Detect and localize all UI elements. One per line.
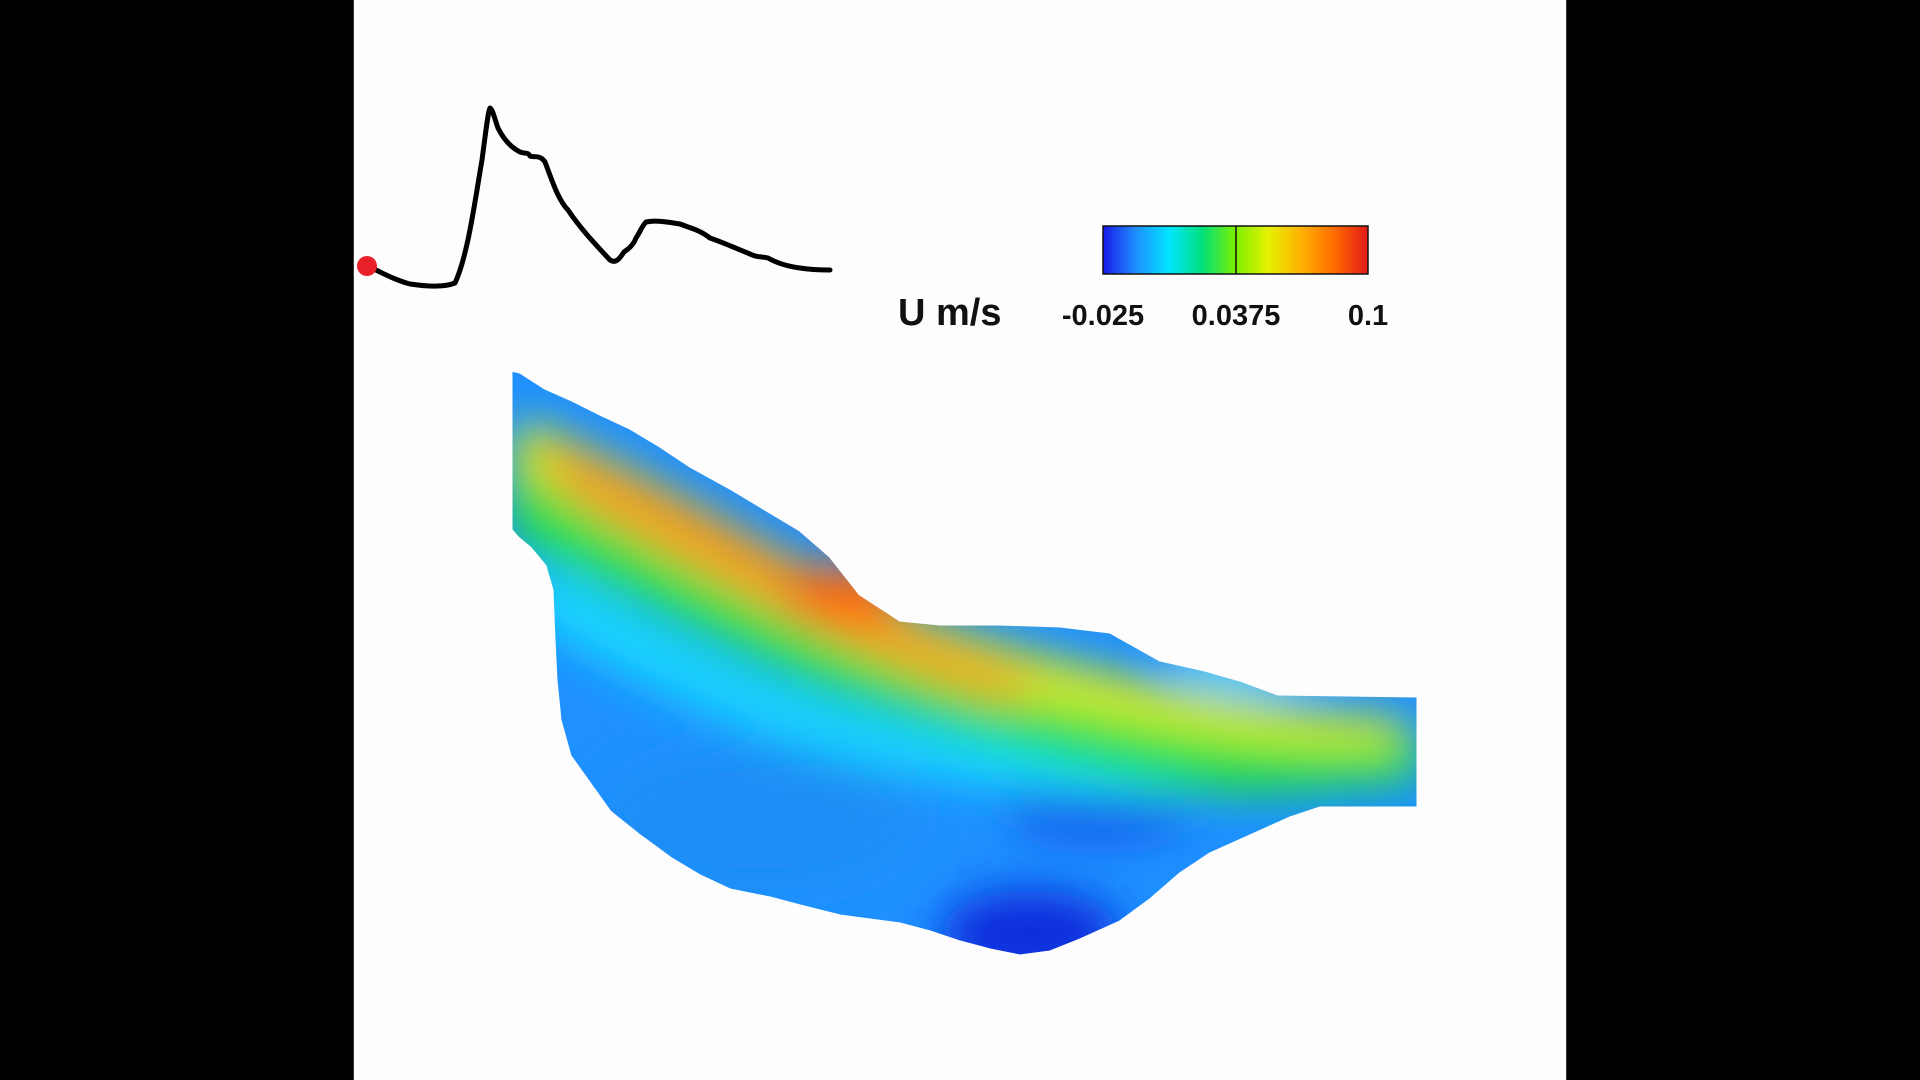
region-green-belt: [511, 430, 1418, 795]
legend-tick-label-max: 0.1: [1348, 300, 1388, 332]
region-deep-blue-bottom: [940, 890, 1120, 956]
section-boundary: [509, 368, 1420, 958]
legend-tick-label-min: -0.025: [1062, 300, 1144, 332]
region-red-orange-peak: [780, 564, 900, 628]
time-marker-dot: [357, 256, 377, 276]
legend-tick-label-mid: 0.0375: [1192, 300, 1281, 332]
region-blue-mid: [600, 750, 920, 890]
region-cyan-right: [1170, 630, 1330, 690]
legend-variable-label: U m/s: [898, 292, 1001, 334]
region-orange-core: [544, 440, 1034, 700]
velocity-field: [511, 370, 1418, 956]
hydrograph-curve: [365, 105, 833, 289]
region-yellow-belt: [520, 420, 1400, 745]
